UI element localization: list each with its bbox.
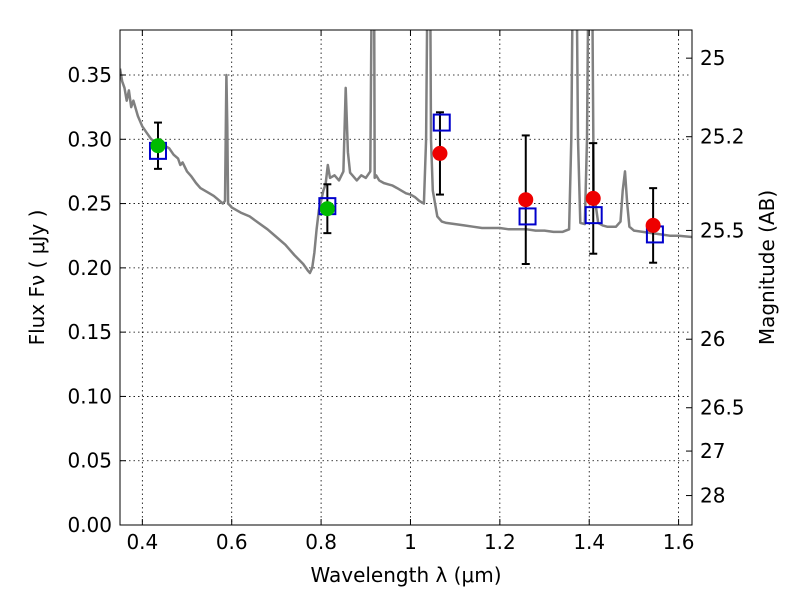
grid — [120, 30, 692, 525]
right-tick-label: 25.2 — [700, 125, 745, 149]
observed-red-point — [585, 190, 601, 206]
y-tick-label: 0.25 — [67, 192, 112, 216]
tick-labels: 0.4 0.6 0.8 1 1.2 1.4 1.6 0.00 0.05 0.10 0.15 0.20 0… — [67, 46, 744, 554]
observed-red-point — [432, 145, 448, 161]
observed-markers — [150, 138, 661, 233]
ticks — [120, 30, 692, 526]
y-tick-label: 0.00 — [67, 513, 112, 537]
y-tick-label: 0.10 — [67, 384, 112, 408]
x-axis-label: Wavelength λ (μm) — [310, 563, 501, 587]
observed-red-point — [518, 192, 534, 208]
sed-curve-group — [120, 30, 692, 275]
right-axis-label: Magnitude (AB) — [755, 190, 779, 345]
right-tick-label: 28 — [700, 484, 725, 508]
model-box-marker — [518, 207, 537, 226]
x-tick-label: 1 — [404, 530, 417, 554]
y-axis-label: Flux Fν ( μJy ) — [25, 210, 49, 346]
model-box-marker — [432, 113, 451, 132]
x-tick-label: 1.4 — [573, 530, 605, 554]
observed-red-point — [645, 217, 661, 233]
x-tick-label: 1.2 — [484, 530, 516, 554]
y-tick-label: 0.15 — [67, 320, 112, 344]
y-tick-label: 0.35 — [67, 63, 112, 87]
x-tick-label: 0.8 — [305, 530, 337, 554]
y-tick-label: 0.05 — [67, 449, 112, 473]
errorbars — [153, 111, 658, 265]
x-tick-label: 0.6 — [216, 530, 248, 554]
right-tick-label: 26 — [700, 327, 725, 351]
right-tick-label: 27 — [700, 439, 725, 463]
model-box-marker — [584, 206, 603, 225]
right-tick-label: 25 — [700, 46, 725, 70]
x-tick-label: 0.4 — [126, 530, 158, 554]
y-tick-label: 0.30 — [67, 127, 112, 151]
right-tick-label: 26.5 — [700, 396, 745, 420]
plot-frame — [119, 29, 693, 526]
y-tick-label: 0.20 — [67, 256, 112, 280]
sed-curve — [120, 30, 692, 275]
observed-green-point — [150, 138, 166, 154]
observed-green-point — [319, 201, 335, 217]
x-tick-label: 1.6 — [663, 530, 695, 554]
right-tick-label: 25.5 — [700, 218, 745, 242]
